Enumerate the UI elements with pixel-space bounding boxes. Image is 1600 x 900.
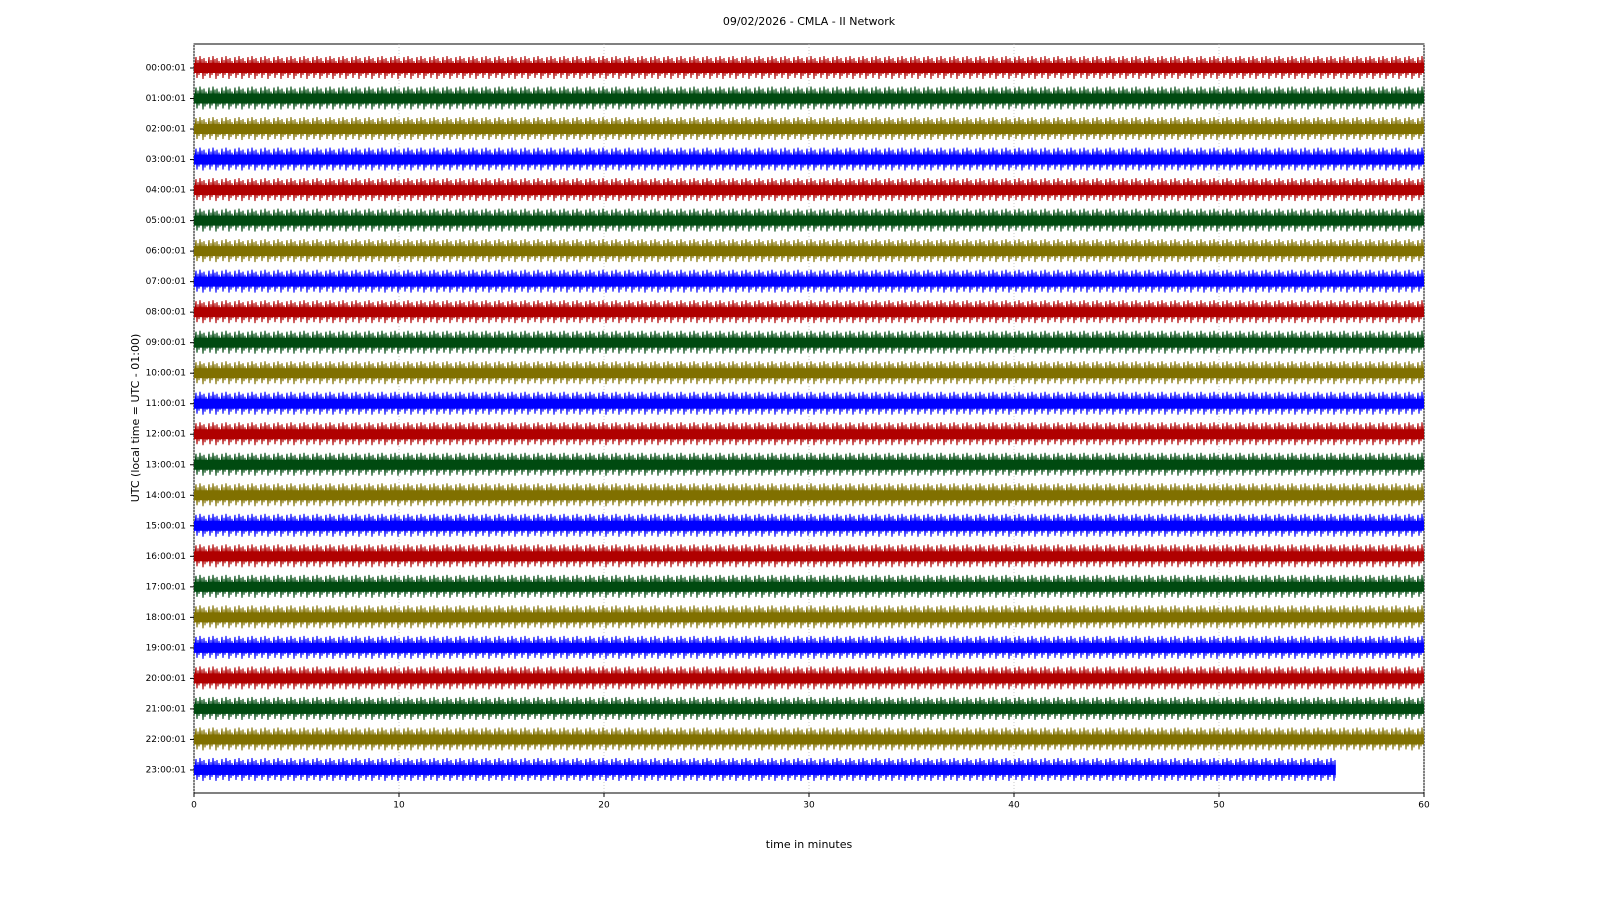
trace-row <box>194 176 1424 205</box>
trace-row <box>194 328 1424 357</box>
trace-row <box>194 298 1424 327</box>
seismic-trace <box>194 481 1424 510</box>
trace-row <box>194 481 1424 510</box>
x-tick-label: 30 <box>803 801 815 811</box>
trace-row <box>194 145 1424 174</box>
y-tick-label: 07:00:01 <box>146 277 186 287</box>
y-tick-label: 19:00:01 <box>146 643 186 653</box>
trace-row <box>194 725 1424 754</box>
trace-row <box>194 542 1424 571</box>
trace-row <box>194 511 1424 540</box>
y-tick-label: 00:00:01 <box>146 64 186 74</box>
y-tick-label: 13:00:01 <box>146 460 186 470</box>
y-tick-label: 05:00:01 <box>146 216 186 226</box>
trace-row <box>194 450 1424 479</box>
y-tick-label: 18:00:01 <box>146 613 186 623</box>
seismic-trace <box>194 389 1424 418</box>
trace-row <box>194 267 1424 296</box>
seismic-trace <box>194 725 1424 754</box>
seismic-trace <box>194 359 1424 388</box>
y-tick-label: 22:00:01 <box>146 735 186 745</box>
y-tick-label: 08:00:01 <box>146 308 186 318</box>
seismic-trace <box>194 572 1424 601</box>
y-tick-label: 10:00:01 <box>146 369 186 379</box>
x-tick-label: 20 <box>598 801 610 811</box>
y-tick-label: 01:00:01 <box>146 94 186 104</box>
y-tick-label: 23:00:01 <box>146 765 186 775</box>
seismic-trace <box>194 115 1424 144</box>
y-tick-label: 06:00:01 <box>146 247 186 257</box>
trace-row <box>194 84 1424 113</box>
seismic-trace <box>194 145 1424 174</box>
seismic-trace <box>194 54 1424 82</box>
y-tick-label: 15:00:01 <box>146 521 186 531</box>
y-tick-label: 16:00:01 <box>146 552 186 562</box>
trace-row <box>194 755 1336 784</box>
trace-row <box>194 664 1424 693</box>
trace-row <box>194 572 1424 601</box>
y-axis-label: UTC (local time = UTC - 01:00) <box>129 334 142 503</box>
seismic-trace <box>194 603 1424 632</box>
y-tick-label: 11:00:01 <box>146 399 186 409</box>
seismic-trace <box>194 633 1424 662</box>
x-tick-label: 40 <box>1008 801 1020 811</box>
chart-title: 09/02/2026 - CMLA - II Network <box>723 15 896 28</box>
seismic-trace <box>194 267 1424 296</box>
seismic-trace <box>194 328 1424 357</box>
y-tick-label: 14:00:01 <box>146 491 186 501</box>
seismic-trace <box>194 206 1424 235</box>
y-tick-label: 17:00:01 <box>146 582 186 592</box>
trace-row <box>194 420 1424 449</box>
seismic-trace <box>194 84 1424 113</box>
trace-row <box>194 389 1424 418</box>
trace-row <box>194 603 1424 632</box>
x-tick-label: 50 <box>1213 801 1225 811</box>
y-tick-label: 04:00:01 <box>146 186 186 196</box>
seismic-trace <box>194 450 1424 479</box>
seismic-trace <box>194 755 1336 784</box>
x-axis-label: time in minutes <box>766 838 853 851</box>
x-tick-label: 60 <box>1418 801 1430 811</box>
seismic-trace <box>194 237 1424 266</box>
x-tick-label: 10 <box>393 801 405 811</box>
seismic-trace <box>194 694 1424 723</box>
y-tick-label: 21:00:01 <box>146 704 186 714</box>
trace-row <box>194 115 1424 144</box>
y-tick-label: 02:00:01 <box>146 125 186 135</box>
trace-row <box>194 359 1424 388</box>
seismic-trace <box>194 511 1424 540</box>
seismic-trace <box>194 298 1424 327</box>
y-tick-label: 12:00:01 <box>146 430 186 440</box>
trace-row <box>194 694 1424 723</box>
trace-row <box>194 237 1424 266</box>
seismic-trace <box>194 420 1424 449</box>
trace-row <box>194 54 1424 82</box>
y-tick-label: 03:00:01 <box>146 155 186 165</box>
y-tick-label: 20:00:01 <box>146 674 186 684</box>
x-tick-label: 0 <box>191 801 197 811</box>
seismic-trace <box>194 176 1424 205</box>
y-tick-label: 09:00:01 <box>146 338 186 348</box>
seismic-trace <box>194 542 1424 571</box>
seismic-trace <box>194 664 1424 693</box>
trace-row <box>194 206 1424 235</box>
trace-row <box>194 633 1424 662</box>
